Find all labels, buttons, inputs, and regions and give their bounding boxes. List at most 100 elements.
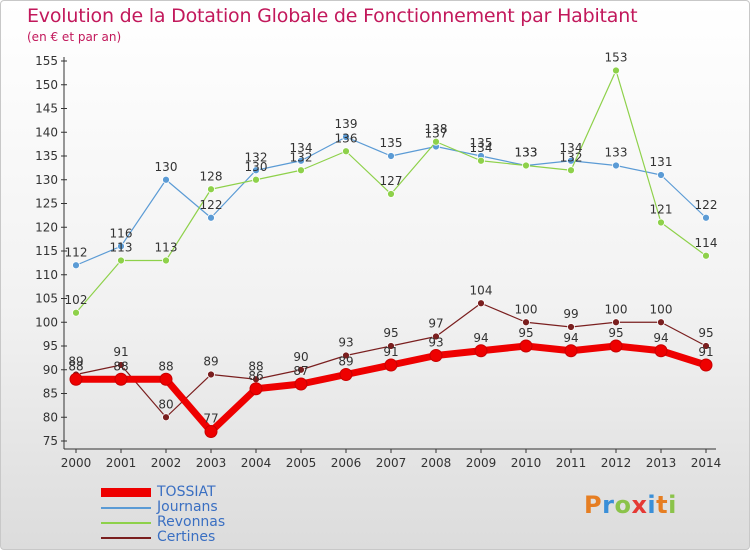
data-point-journans <box>702 213 710 222</box>
data-point-revonnas <box>657 218 665 227</box>
x-tick-label: 2014 <box>691 456 722 470</box>
data-label-tossiat: 94 <box>653 331 668 345</box>
data-point-tossiat <box>204 425 218 438</box>
data-point-certines <box>702 342 710 350</box>
data-label-tossiat: 91 <box>698 345 713 359</box>
data-label-revonnas: 133 <box>515 146 538 160</box>
data-point-tossiat <box>294 377 308 391</box>
x-tick-label: 2004 <box>241 456 272 470</box>
y-tick-label: 130 <box>35 173 58 187</box>
x-tick-label: 2010 <box>511 456 542 470</box>
x-tick-label: 2013 <box>646 456 677 470</box>
data-point-certines <box>387 342 395 350</box>
y-tick-label: 110 <box>35 268 58 282</box>
data-point-journans <box>72 261 80 270</box>
y-tick-label: 150 <box>35 78 58 92</box>
data-label-revonnas: 134 <box>470 141 493 155</box>
legend-item-tossiat: TOSSIAT <box>101 485 225 500</box>
legend-label: Journans <box>157 499 218 515</box>
data-point-tossiat <box>69 372 83 386</box>
legend-swatch <box>101 488 151 497</box>
y-tick-label: 90 <box>43 363 58 377</box>
data-point-revonnas <box>477 156 485 165</box>
data-point-revonnas <box>207 185 215 194</box>
logo-letter: r <box>602 491 615 519</box>
data-point-tossiat <box>564 344 578 358</box>
logo-letter: x <box>631 491 648 519</box>
legend-item-certines: Certines <box>101 530 225 545</box>
data-label-tossiat: 89 <box>338 355 353 369</box>
data-point-tossiat <box>159 372 173 386</box>
data-point-certines <box>522 318 530 327</box>
y-tick-label: 75 <box>43 434 58 448</box>
x-tick-label: 2005 <box>286 456 317 470</box>
y-tick-label: 140 <box>35 125 58 139</box>
data-label-tossiat: 95 <box>608 326 623 340</box>
logo-letter: t <box>656 491 669 519</box>
data-point-journans <box>117 242 125 251</box>
data-label-journans: 137 <box>425 127 448 141</box>
legend-item-journans: Journans <box>101 500 225 515</box>
data-label-revonnas: 128 <box>200 169 223 183</box>
x-tick-label: 2003 <box>196 456 227 470</box>
data-label-revonnas: 153 <box>605 51 628 65</box>
data-point-journans <box>387 152 395 160</box>
data-point-journans <box>342 133 350 141</box>
x-tick-label: 2002 <box>151 456 182 470</box>
data-point-certines <box>342 351 350 360</box>
data-label-tossiat: 88 <box>68 359 83 373</box>
data-point-journans <box>252 166 260 175</box>
data-label-certines: 99 <box>563 307 578 321</box>
data-point-certines <box>567 323 575 331</box>
data-point-tossiat <box>429 349 443 362</box>
legend-label: Certines <box>157 529 216 545</box>
data-point-revonnas <box>522 161 530 170</box>
y-tick-label: 95 <box>43 339 58 353</box>
x-tick-label: 2011 <box>556 456 587 470</box>
data-label-revonnas: 114 <box>695 236 718 250</box>
data-label-tossiat: 88 <box>158 359 173 373</box>
data-label-revonnas: 102 <box>65 293 88 307</box>
data-point-revonnas <box>72 308 80 317</box>
logo-letter: P <box>584 491 603 519</box>
data-label-certines: 104 <box>470 283 493 297</box>
x-tick-label: 2009 <box>466 456 497 470</box>
data-label-certines: 97 <box>428 317 443 331</box>
data-point-tossiat <box>474 344 488 358</box>
data-label-revonnas: 113 <box>155 241 178 255</box>
data-label-journans: 116 <box>110 226 133 240</box>
data-label-tossiat: 94 <box>473 331 488 345</box>
legend-swatch <box>101 536 151 539</box>
data-point-tossiat <box>609 339 623 353</box>
data-point-revonnas <box>432 137 440 146</box>
data-point-certines <box>612 318 620 327</box>
data-point-revonnas <box>387 190 395 198</box>
data-label-certines: 88 <box>248 359 263 373</box>
x-tick-label: 2006 <box>331 456 362 470</box>
data-point-certines <box>117 361 125 369</box>
data-point-revonnas <box>342 147 350 156</box>
data-label-revonnas: 132 <box>560 150 583 164</box>
data-label-certines: 93 <box>338 336 353 350</box>
data-point-tossiat <box>249 382 263 396</box>
data-label-journans: 112 <box>65 245 88 259</box>
data-label-tossiat: 88 <box>113 359 128 373</box>
data-label-journans: 133 <box>515 146 538 160</box>
data-point-journans <box>612 161 620 170</box>
y-tick-label: 100 <box>35 315 58 329</box>
data-label-certines: 80 <box>158 397 173 411</box>
y-tick-label: 145 <box>35 102 58 116</box>
data-label-tossiat: 93 <box>428 336 443 350</box>
y-tick-label: 125 <box>35 197 58 211</box>
data-point-journans <box>657 171 665 179</box>
y-tick-label: 80 <box>43 410 58 424</box>
legend-swatch <box>101 521 151 524</box>
data-label-revonnas: 121 <box>650 203 673 217</box>
data-point-tossiat <box>654 344 668 358</box>
data-point-revonnas <box>702 251 710 260</box>
legend: TOSSIAT Journans Revonnas Certines <box>101 485 225 545</box>
data-label-journans: 130 <box>155 160 178 174</box>
data-label-certines: 100 <box>650 302 673 316</box>
data-label-revonnas: 138 <box>425 122 448 136</box>
